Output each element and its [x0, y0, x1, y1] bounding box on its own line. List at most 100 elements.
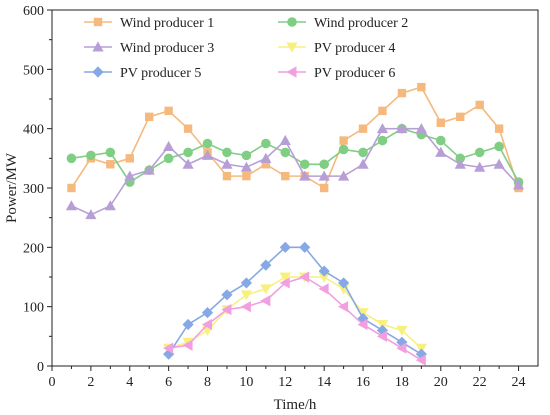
data-point — [397, 88, 407, 98]
data-point — [163, 342, 174, 354]
data-point — [338, 301, 349, 313]
data-point — [299, 241, 311, 253]
data-point — [261, 160, 271, 169]
data-point — [124, 170, 136, 181]
data-point — [415, 123, 427, 134]
legend-label: Wind producer 3 — [120, 41, 214, 56]
data-point — [240, 277, 252, 289]
data-point — [261, 138, 271, 149]
x-tick-label: 24 — [512, 375, 526, 390]
data-point — [396, 342, 407, 354]
data-point — [319, 159, 329, 170]
legend-item: PV producer 4 — [278, 41, 395, 56]
data-point — [222, 171, 232, 181]
data-point — [105, 147, 116, 158]
data-point — [436, 118, 445, 127]
series-3 — [65, 123, 525, 220]
data-point — [104, 200, 116, 211]
data-point — [240, 161, 252, 172]
data-point — [85, 209, 97, 220]
y-axis-title: Power/MW — [4, 152, 20, 223]
x-tick-label: 16 — [356, 375, 370, 390]
legend-marker — [93, 17, 103, 27]
series-6-line — [168, 276, 422, 361]
data-point — [163, 153, 174, 164]
legend-label: PV producer 6 — [314, 66, 395, 81]
data-point — [436, 135, 446, 146]
data-point — [357, 318, 368, 331]
data-point — [86, 150, 96, 161]
y-tick-label: 300 — [23, 182, 44, 197]
data-point — [183, 147, 193, 158]
data-point — [377, 135, 388, 146]
x-tick-label: 4 — [126, 375, 133, 390]
series-1 — [67, 82, 523, 193]
data-point — [106, 160, 115, 169]
data-point — [299, 271, 310, 283]
data-point — [358, 147, 368, 158]
x-tick-label: 18 — [395, 375, 409, 390]
y-tick-label: 500 — [23, 63, 44, 78]
legend-marker — [92, 66, 104, 78]
data-point — [378, 106, 387, 116]
data-point — [280, 147, 291, 158]
data-point — [338, 144, 349, 155]
data-point — [145, 112, 154, 121]
data-point — [474, 147, 485, 158]
legend: Wind producer 1 Wind producer 2 Wind produ… — [84, 16, 408, 81]
data-point — [242, 171, 251, 181]
data-point — [163, 348, 175, 360]
data-point — [338, 170, 350, 181]
legend-label: PV producer 4 — [314, 41, 395, 56]
data-point — [221, 289, 233, 301]
data-point — [241, 150, 252, 161]
data-point — [396, 325, 408, 336]
x-tick-label: 14 — [317, 375, 331, 390]
y-tick-label: 100 — [23, 301, 44, 316]
data-point — [201, 307, 214, 319]
data-point — [474, 161, 486, 172]
data-point — [475, 100, 484, 110]
legend-label: PV producer 5 — [120, 66, 201, 81]
data-point — [318, 283, 329, 295]
data-point — [279, 277, 290, 289]
data-point — [66, 153, 77, 164]
data-point — [164, 106, 173, 116]
legend-item: PV producer 6 — [278, 66, 395, 81]
data-point — [376, 123, 389, 134]
series-5 — [163, 241, 427, 360]
series-layer — [65, 82, 525, 366]
y-tick-label: 200 — [23, 241, 44, 256]
data-point — [182, 318, 194, 331]
data-point — [415, 348, 427, 360]
data-point — [279, 134, 291, 146]
data-point — [240, 301, 251, 313]
legend-marker — [286, 66, 297, 78]
data-point — [318, 272, 330, 283]
data-point — [260, 295, 271, 307]
data-point — [494, 124, 504, 133]
data-point — [396, 123, 408, 134]
x-tick-label: 8 — [204, 375, 211, 390]
legend-label: Wind producer 1 — [120, 16, 214, 31]
x-tick-label: 0 — [49, 375, 56, 390]
data-point — [222, 147, 232, 158]
data-point — [512, 179, 525, 190]
data-point — [67, 183, 76, 193]
y-tick-label: 0 — [37, 360, 44, 375]
data-point — [299, 170, 311, 181]
data-point — [318, 170, 330, 181]
legend-item: Wind producer 3 — [84, 41, 214, 56]
y-tick-label: 400 — [23, 123, 44, 138]
x-tick-label: 6 — [165, 375, 172, 390]
x-tick-label: 2 — [87, 375, 94, 390]
data-point — [455, 153, 466, 164]
data-point — [240, 290, 252, 301]
data-point — [279, 241, 291, 253]
x-tick-label: 22 — [473, 375, 487, 390]
data-point — [201, 149, 214, 160]
legend-item: Wind producer 2 — [278, 16, 408, 31]
data-point — [221, 158, 233, 169]
